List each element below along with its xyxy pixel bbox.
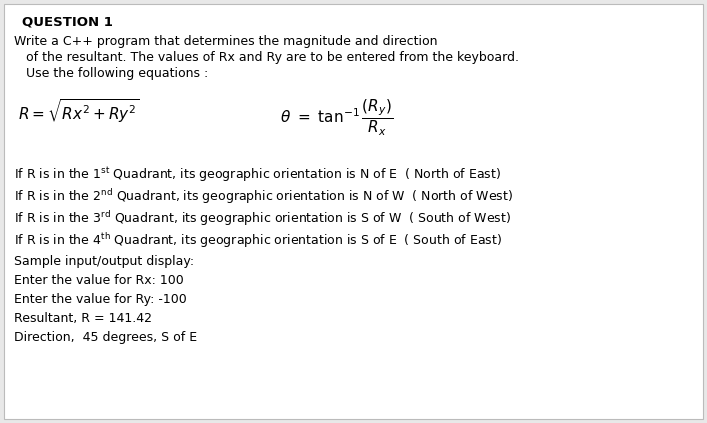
- Text: If R is in the 2$^{\mathregular{nd}}$ Quadrant, its geographic orientation is N : If R is in the 2$^{\mathregular{nd}}$ Qu…: [14, 187, 513, 206]
- FancyBboxPatch shape: [4, 4, 703, 419]
- Text: Enter the value for Ry: -100: Enter the value for Ry: -100: [14, 293, 187, 306]
- Text: Enter the value for Rx: 100: Enter the value for Rx: 100: [14, 274, 184, 287]
- Text: QUESTION 1: QUESTION 1: [22, 15, 113, 28]
- Text: Direction,  45 degrees, S of E: Direction, 45 degrees, S of E: [14, 331, 197, 344]
- Text: Sample input/output display:: Sample input/output display:: [14, 255, 194, 268]
- Text: If R is in the 1$^{\mathregular{st}}$ Quadrant, its geographic orientation is N : If R is in the 1$^{\mathregular{st}}$ Qu…: [14, 165, 501, 184]
- Text: $R = \sqrt{Rx^2 + Ry^2}$: $R = \sqrt{Rx^2 + Ry^2}$: [18, 98, 139, 125]
- Text: of the resultant. The values of Rx and Ry are to be entered from the keyboard.: of the resultant. The values of Rx and R…: [14, 51, 519, 64]
- Text: Use the following equations :: Use the following equations :: [14, 67, 209, 80]
- Text: Write a C++ program that determines the magnitude and direction: Write a C++ program that determines the …: [14, 35, 438, 48]
- Text: If R is in the 3$^{\mathregular{rd}}$ Quadrant, its geographic orientation is S : If R is in the 3$^{\mathregular{rd}}$ Qu…: [14, 209, 511, 228]
- Text: $\theta\ =\ \tan^{-1}\dfrac{(R_y)}{R_x}$: $\theta\ =\ \tan^{-1}\dfrac{(R_y)}{R_x}$: [280, 98, 393, 138]
- Text: If R is in the 4$^{\mathregular{th}}$ Quadrant, its geographic orientation is S : If R is in the 4$^{\mathregular{th}}$ Qu…: [14, 231, 502, 250]
- Text: Resultant, R = 141.42: Resultant, R = 141.42: [14, 312, 152, 325]
